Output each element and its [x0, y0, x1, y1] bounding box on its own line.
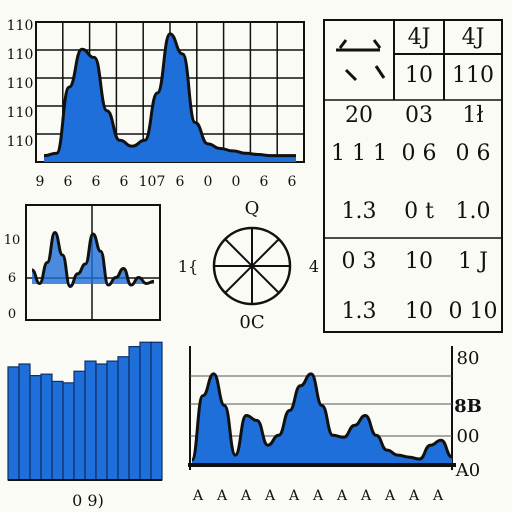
middle-left-line-chart: 10 6 0: [4, 204, 161, 322]
table-cell: 0 6: [456, 141, 491, 166]
chart4-x-tick-label: A: [192, 488, 204, 504]
bar: [51, 380, 64, 481]
chart3-bars: [7, 341, 163, 481]
value-table: 4J 4J 10 110 20 03 1ł 1 1 1 0 6 0 6 1.3 0 t 1.0 0 3 10…: [323, 19, 503, 333]
chart4-x-tick-label: A: [336, 488, 348, 504]
bar: [62, 382, 75, 481]
chart4-x-tick-label: A: [384, 488, 396, 504]
table-cell: 0 10: [449, 299, 498, 324]
chart1-x-tick-label: 107: [139, 174, 166, 190]
chart1-x-tick-label: 6: [64, 174, 73, 190]
table-cell: 110: [452, 63, 494, 88]
chart1-x-tick-labels: 9 6 6 6 107 6 0 0 6 6: [36, 174, 297, 190]
chart4-x-tick-label: A: [432, 488, 444, 504]
table-cell: 1.3: [342, 199, 377, 224]
bar: [18, 363, 31, 481]
table-cell: 1ł: [462, 103, 483, 128]
top-left-area-chart: 110 110 110 110 110 9 6 6 6 107 6 0 0 6 6: [7, 18, 305, 190]
bottom-left-bar-chart: 0 9): [7, 341, 163, 510]
table-cell: 4J: [408, 25, 431, 50]
chart4-x-tick-label: A: [264, 488, 276, 504]
chart4-x-tick-label: A: [408, 488, 420, 504]
chart4-x-tick-label: A: [360, 488, 372, 504]
chart1-x-tick-label: 0: [232, 174, 241, 190]
bar: [7, 366, 20, 481]
chart4-x-tick-label: A: [216, 488, 228, 504]
bar: [73, 370, 86, 481]
bar: [117, 356, 130, 481]
chart1-area: [44, 33, 296, 163]
chart4-line: [190, 372, 453, 462]
chart4-y-tick-label: 80: [457, 348, 480, 369]
table-cell: 10: [405, 299, 433, 324]
table-cell: 4J: [462, 25, 485, 50]
chart1-x-tick-label: 6: [120, 174, 129, 190]
chart2-y-tick-label: 6: [8, 271, 16, 286]
wheel-bottom-label: 0C: [239, 312, 264, 333]
table-cell: 03: [405, 103, 433, 128]
chart1-y-tick-label: 110: [7, 18, 34, 34]
bar: [139, 341, 152, 481]
table-cells: 4J 4J 10 110 20 03 1ł 1 1 1 0 6 0 6 1.3 0 t 1.0 0 3 10…: [331, 25, 497, 324]
chart3-x-label: 0 9): [72, 491, 104, 510]
wheel-right-label: 4: [309, 257, 319, 276]
bar: [128, 346, 141, 481]
chart1-x-tick-label: 6: [92, 174, 101, 190]
table-cell: 0 3: [342, 249, 377, 274]
chart1-x-tick-label: 9: [36, 174, 45, 190]
chart1-y-tick-labels: 110 110 110 110 110: [7, 18, 34, 150]
table-cell: 1.0: [456, 199, 491, 224]
table-frame: [323, 19, 503, 333]
chart4-y-tick-labels: 80 8B 00 A0: [454, 348, 482, 481]
wheel-diagram: Q 0C 1{ 4: [178, 198, 319, 333]
bar: [84, 360, 97, 481]
table-cell: 0 t: [404, 199, 434, 224]
wheel-spokes: [214, 228, 290, 304]
chart4-y-tick-label: 8B: [454, 396, 482, 417]
chart4-y-tick-label: 00: [457, 426, 480, 447]
table-cell: 10: [405, 63, 433, 88]
chart1-x-tick-label: 6: [260, 174, 269, 190]
chart1-y-tick-label: 110: [7, 47, 34, 63]
chart4-x-tick-label: A: [240, 488, 252, 504]
table-cell: 10: [405, 249, 433, 274]
chart1-x-tick-label: 6: [176, 174, 185, 190]
chart2-fill: [32, 232, 154, 287]
wheel-left-label: 1{: [178, 257, 198, 276]
table-cell: 1.3: [342, 299, 377, 324]
chart1-x-tick-label: 6: [288, 174, 297, 190]
chart2-line: [31, 230, 155, 289]
bar: [150, 341, 163, 481]
bar: [95, 363, 108, 481]
chart4-y-tick-label: A0: [455, 460, 480, 481]
chart2-y-tick-label: 0: [8, 307, 16, 322]
bar: [40, 373, 53, 481]
chart4-x-tick-label: A: [288, 488, 300, 504]
chart2-frame: [25, 204, 161, 321]
chart4-x-tick-label: A: [312, 488, 324, 504]
chart4-area: [192, 373, 452, 465]
table-arrow-icon: [336, 39, 386, 82]
table-cell: 1 J: [458, 249, 488, 274]
chart1-y-tick-label: 110: [7, 76, 34, 92]
chart1-line: [43, 32, 296, 158]
chart1-y-tick-label: 110: [7, 105, 34, 121]
chart2-y-tick-label: 10: [4, 233, 21, 248]
table-cell: 0 6: [402, 141, 437, 166]
table-cell: 20: [345, 103, 373, 128]
chart1-y-tick-label: 110: [7, 134, 34, 150]
bar: [29, 375, 42, 481]
wheel-spoke: [224, 238, 280, 294]
table-cell: 1 1 1: [331, 141, 387, 166]
chart2-y-tick-labels: 10 6 0: [4, 233, 21, 322]
chart1-x-tick-label: 0: [204, 174, 213, 190]
bar: [106, 360, 119, 481]
wheel-top-label: Q: [245, 198, 260, 219]
